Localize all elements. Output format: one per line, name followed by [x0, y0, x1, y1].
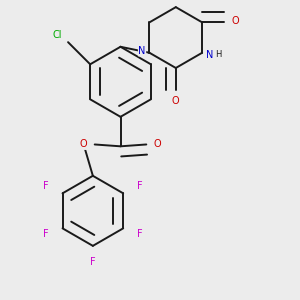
- Text: F: F: [137, 229, 142, 239]
- Text: F: F: [43, 229, 49, 239]
- Text: H: H: [215, 50, 222, 59]
- Text: O: O: [232, 16, 239, 26]
- Text: O: O: [80, 140, 88, 149]
- Text: N: N: [206, 50, 213, 60]
- Text: O: O: [172, 96, 180, 106]
- Text: O: O: [154, 140, 161, 149]
- Text: F: F: [137, 181, 142, 191]
- Text: Cl: Cl: [52, 30, 62, 40]
- Text: F: F: [90, 257, 96, 267]
- Text: F: F: [43, 181, 49, 191]
- Text: N: N: [138, 46, 146, 56]
